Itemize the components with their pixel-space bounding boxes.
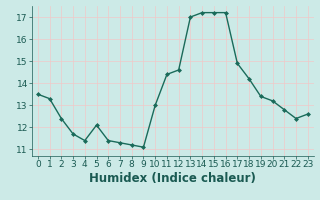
X-axis label: Humidex (Indice chaleur): Humidex (Indice chaleur) <box>89 172 256 185</box>
